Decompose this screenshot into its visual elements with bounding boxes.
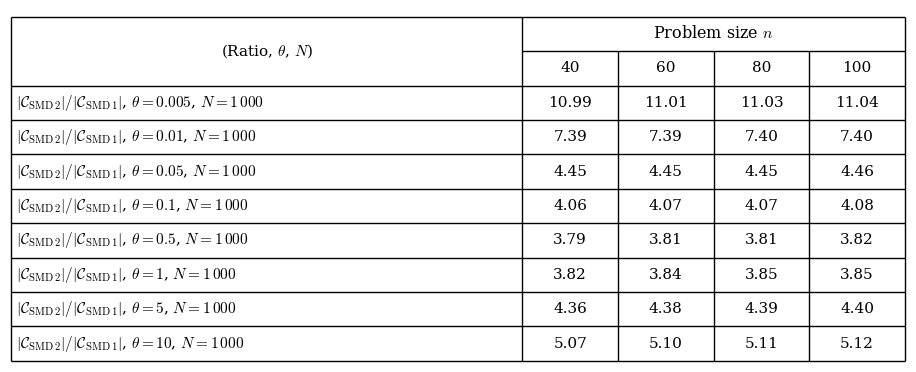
Text: 4.45: 4.45 bbox=[649, 164, 682, 179]
Text: $|\mathcal{C}_{\mathrm{SMD\,2}}|/|\mathcal{C}_{\mathrm{SMD\,1}}|$, $\theta = 0.5: $|\mathcal{C}_{\mathrm{SMD\,2}}|/|\mathc… bbox=[16, 230, 248, 250]
Text: 11.01: 11.01 bbox=[644, 96, 688, 110]
Text: 4.45: 4.45 bbox=[745, 164, 779, 179]
Text: 4.38: 4.38 bbox=[649, 302, 682, 316]
Text: 4.39: 4.39 bbox=[745, 302, 779, 316]
Text: 3.82: 3.82 bbox=[840, 233, 874, 247]
Text: 5.07: 5.07 bbox=[553, 337, 587, 351]
Text: 11.03: 11.03 bbox=[740, 96, 783, 110]
Text: $|\mathcal{C}_{\mathrm{SMD\,2}}|/|\mathcal{C}_{\mathrm{SMD\,1}}|$, $\theta = 10$: $|\mathcal{C}_{\mathrm{SMD\,2}}|/|\mathc… bbox=[16, 334, 244, 354]
Text: 5.12: 5.12 bbox=[840, 337, 874, 351]
Text: (Ratio, $\theta$, $N$): (Ratio, $\theta$, $N$) bbox=[221, 42, 313, 60]
Text: 3.85: 3.85 bbox=[840, 268, 874, 282]
Text: 3.85: 3.85 bbox=[745, 268, 779, 282]
Text: 4.40: 4.40 bbox=[840, 302, 874, 316]
Text: 4.45: 4.45 bbox=[553, 164, 587, 179]
Text: 5.10: 5.10 bbox=[649, 337, 682, 351]
Text: 80: 80 bbox=[752, 61, 771, 76]
Text: $|\mathcal{C}_{\mathrm{SMD\,2}}|/|\mathcal{C}_{\mathrm{SMD\,1}}|$, $\theta = 5$,: $|\mathcal{C}_{\mathrm{SMD\,2}}|/|\mathc… bbox=[16, 299, 236, 319]
Text: $|\mathcal{C}_{\mathrm{SMD\,2}}|/|\mathcal{C}_{\mathrm{SMD\,1}}|$, $\theta = 0.0: $|\mathcal{C}_{\mathrm{SMD\,2}}|/|\mathc… bbox=[16, 161, 256, 182]
Text: $|\mathcal{C}_{\mathrm{SMD\,2}}|/|\mathcal{C}_{\mathrm{SMD\,1}}|$, $\theta = 0.1: $|\mathcal{C}_{\mathrm{SMD\,2}}|/|\mathc… bbox=[16, 196, 248, 216]
Text: 11.04: 11.04 bbox=[835, 96, 879, 110]
Text: 7.40: 7.40 bbox=[745, 130, 779, 144]
Text: 4.46: 4.46 bbox=[840, 164, 874, 179]
Text: Problem size $n$: Problem size $n$ bbox=[653, 25, 774, 42]
Text: 3.81: 3.81 bbox=[745, 233, 779, 247]
Text: 4.08: 4.08 bbox=[840, 199, 874, 213]
Text: $|\mathcal{C}_{\mathrm{SMD\,2}}|/|\mathcal{C}_{\mathrm{SMD\,1}}|$, $\theta = 0.0: $|\mathcal{C}_{\mathrm{SMD\,2}}|/|\mathc… bbox=[16, 93, 264, 113]
Text: 3.82: 3.82 bbox=[553, 268, 587, 282]
Text: 60: 60 bbox=[656, 61, 676, 76]
Text: 4.07: 4.07 bbox=[745, 199, 779, 213]
Text: 3.79: 3.79 bbox=[553, 233, 587, 247]
Text: 10.99: 10.99 bbox=[549, 96, 592, 110]
Text: 3.81: 3.81 bbox=[649, 233, 682, 247]
Text: 4.36: 4.36 bbox=[553, 302, 587, 316]
Text: $|\mathcal{C}_{\mathrm{SMD\,2}}|/|\mathcal{C}_{\mathrm{SMD\,1}}|$, $\theta = 1$,: $|\mathcal{C}_{\mathrm{SMD\,2}}|/|\mathc… bbox=[16, 265, 236, 285]
Text: 3.84: 3.84 bbox=[649, 268, 682, 282]
Text: 7.39: 7.39 bbox=[649, 130, 682, 144]
Text: $|\mathcal{C}_{\mathrm{SMD\,2}}|/|\mathcal{C}_{\mathrm{SMD\,1}}|$, $\theta = 0.0: $|\mathcal{C}_{\mathrm{SMD\,2}}|/|\mathc… bbox=[16, 127, 256, 147]
Text: 5.11: 5.11 bbox=[745, 337, 779, 351]
Text: 7.40: 7.40 bbox=[840, 130, 874, 144]
Text: 4.06: 4.06 bbox=[553, 199, 587, 213]
Text: 40: 40 bbox=[561, 61, 580, 76]
Text: 4.07: 4.07 bbox=[649, 199, 682, 213]
Text: 100: 100 bbox=[843, 61, 872, 76]
Text: 7.39: 7.39 bbox=[553, 130, 587, 144]
